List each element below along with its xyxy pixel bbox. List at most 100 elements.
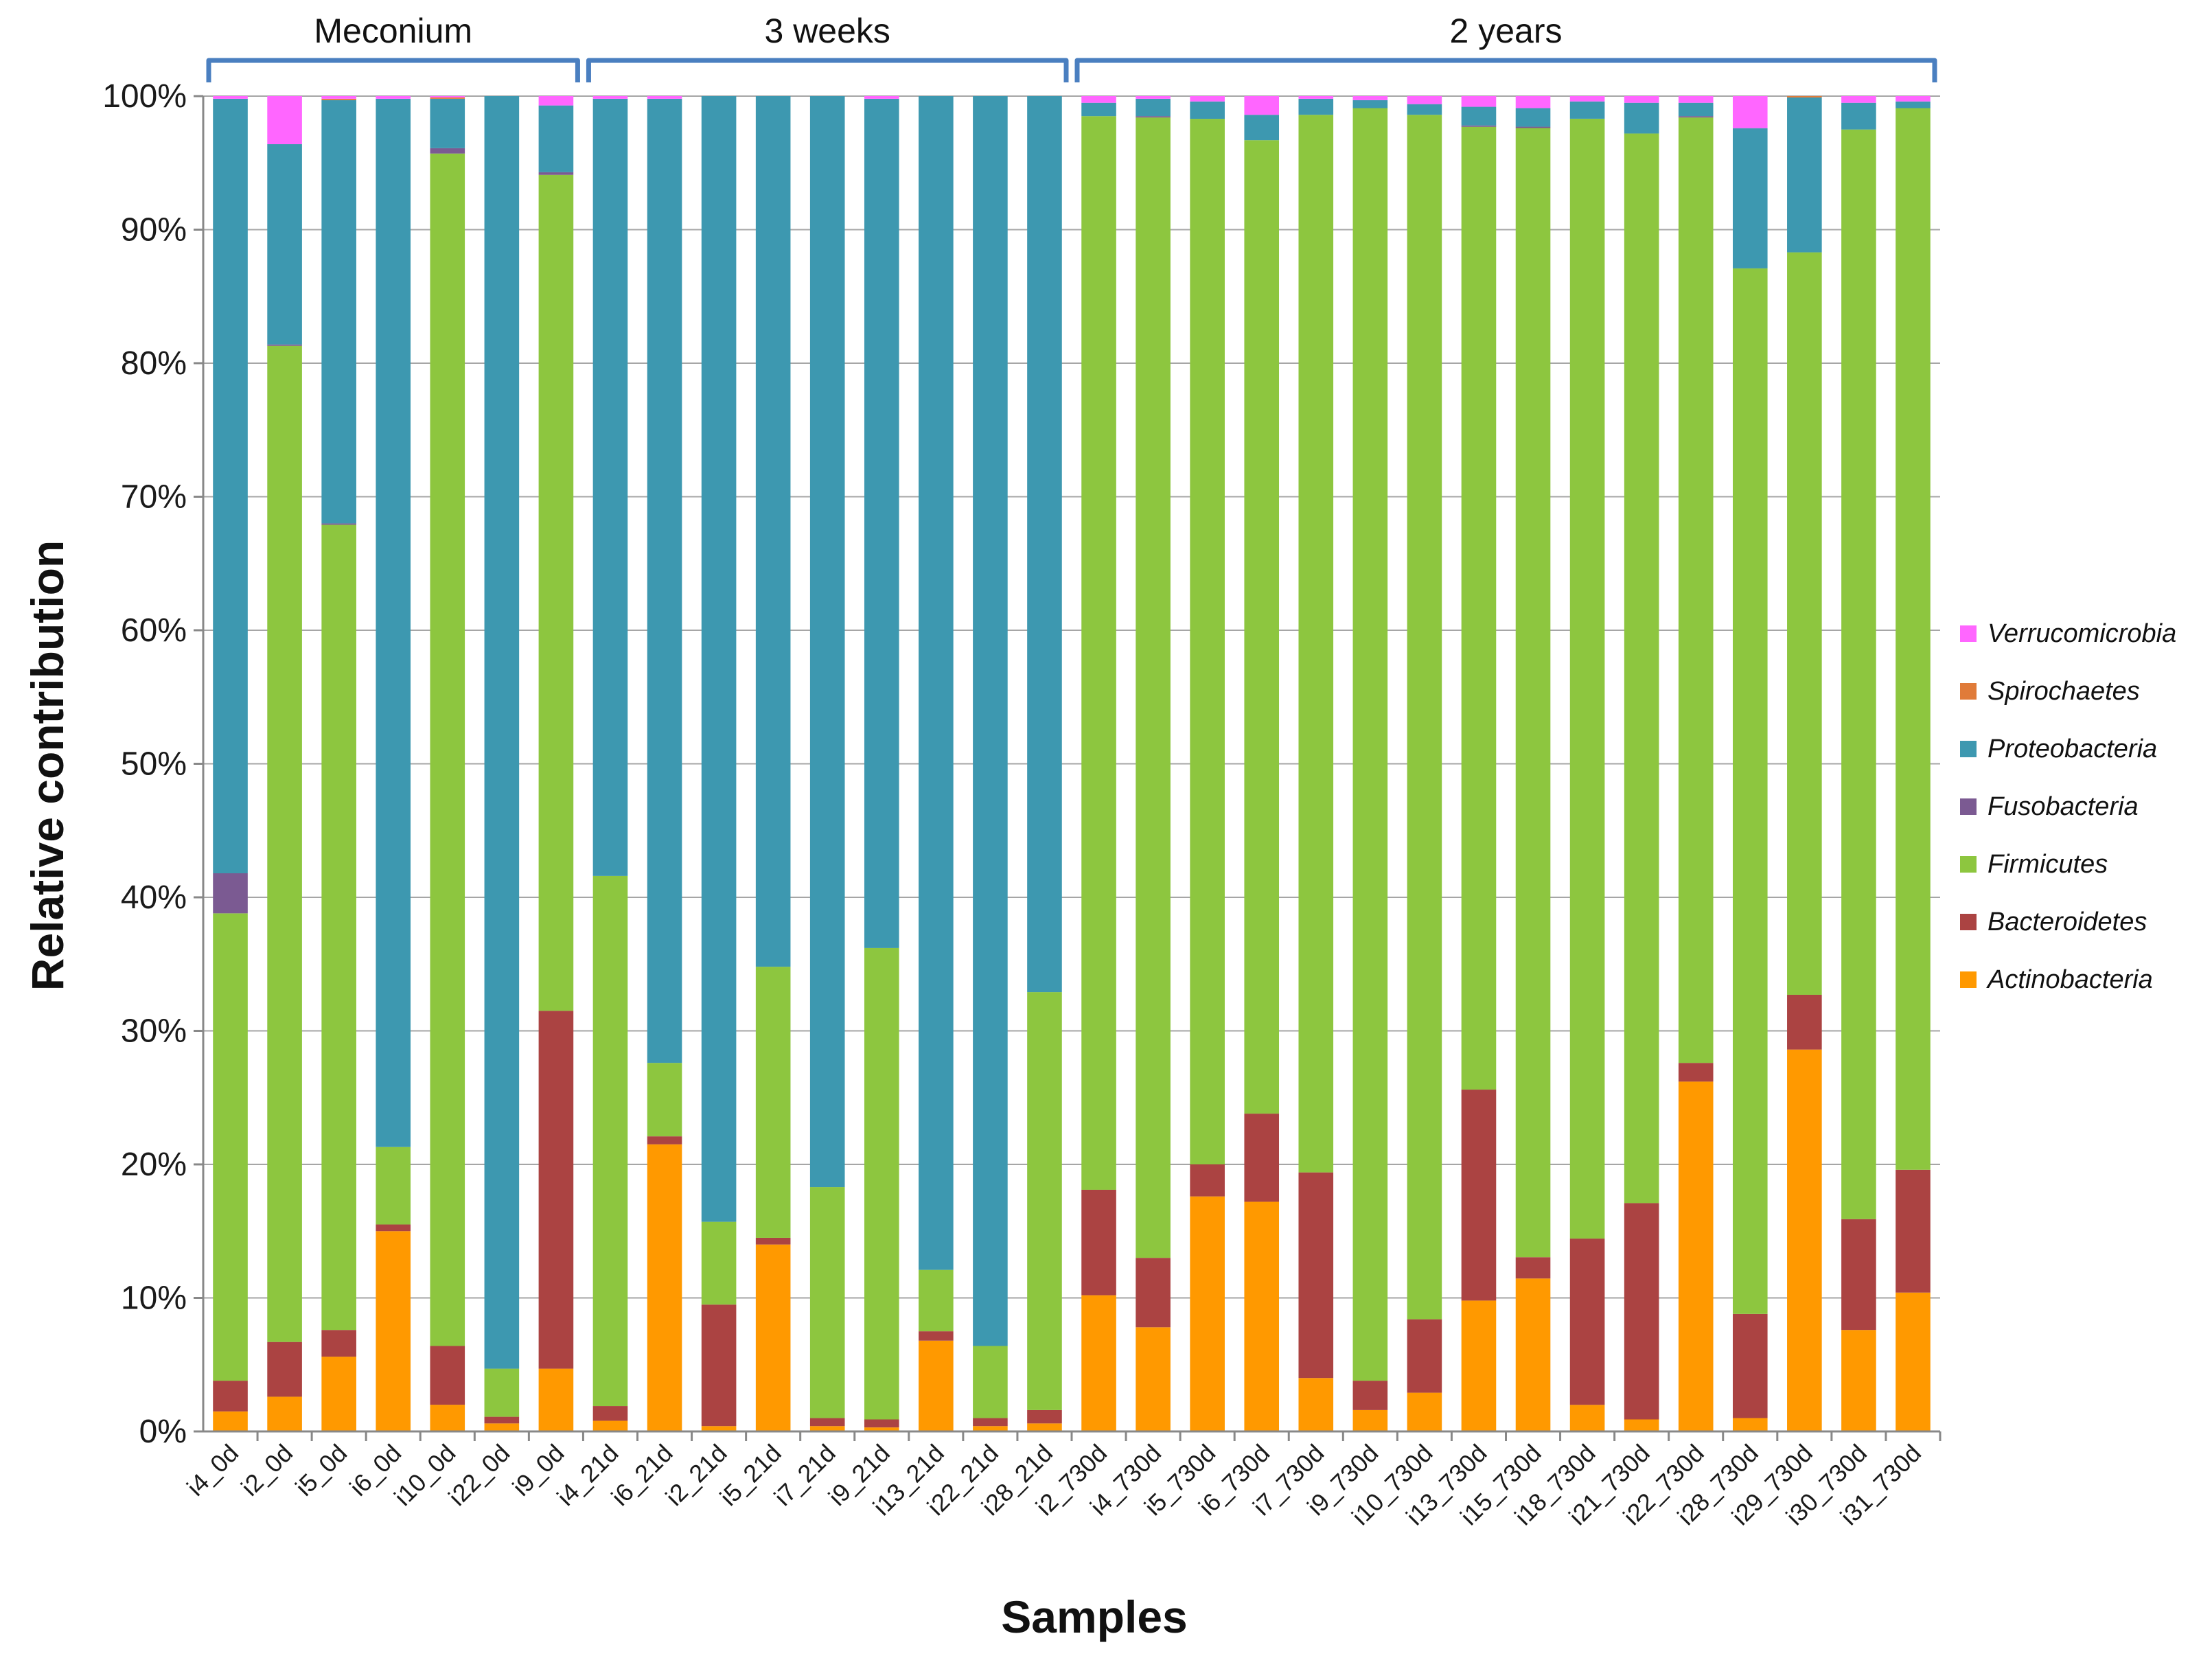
bar-segment-proteobacteria xyxy=(1027,96,1062,993)
bar-segment-bacteroidetes xyxy=(592,1406,628,1421)
y-tick-label: 60% xyxy=(121,612,187,649)
bar-segment-firmicutes xyxy=(1136,117,1171,1258)
bar-segment-firmicutes xyxy=(1081,116,1116,1190)
group-label-3-weeks: 3 weeks xyxy=(765,12,890,50)
bar-segment-proteobacteria xyxy=(1787,97,1822,253)
legend-swatch-proteobacteria xyxy=(1960,741,1977,757)
bar-segment-spirochaetes xyxy=(321,98,356,100)
bar-segment-verrucomicrobia xyxy=(1896,96,1931,102)
bar-stack-i5-730d xyxy=(1190,96,1225,1431)
y-tick-label: 10% xyxy=(121,1280,187,1317)
bar-segment-proteobacteria xyxy=(213,98,248,873)
bar-segment-verrucomicrobia xyxy=(267,96,302,145)
bar-segment-firmicutes xyxy=(973,1346,1008,1418)
bar-segment-fusobacteria xyxy=(430,148,465,154)
bar-segment-bacteroidetes xyxy=(1081,1189,1116,1296)
bar-segment-spirochaetes xyxy=(1787,96,1822,97)
bar-segment-spirochaetes xyxy=(430,97,465,99)
group-label-2-years: 2 years xyxy=(1450,12,1563,50)
bar-segment-proteobacteria xyxy=(1136,98,1171,117)
bar-segment-firmicutes xyxy=(1027,992,1062,1410)
bar-segment-verrucomicrobia xyxy=(592,96,628,99)
bar-segment-proteobacteria xyxy=(1515,108,1551,127)
x-tick-label: i5_21d xyxy=(714,1439,786,1511)
legend-label-fusobacteria: Fusobacteria xyxy=(1988,792,2139,821)
bar-stack-i9-730d xyxy=(1352,96,1388,1431)
bar-segment-fusobacteria xyxy=(1515,126,1551,128)
bar-stack-i10-730d xyxy=(1407,96,1442,1431)
bar-segment-actinobacteria xyxy=(1407,1392,1442,1431)
bar-stack-i9-21d xyxy=(864,96,899,1431)
bar-segment-proteobacteria xyxy=(430,98,465,148)
bar-segment-firmicutes xyxy=(1352,108,1388,1381)
legend-swatch-actinobacteria xyxy=(1960,971,1977,988)
bar-stack-i6-0d xyxy=(376,96,411,1431)
bar-segment-proteobacteria xyxy=(376,98,411,1147)
bar-segment-verrucomicrobia xyxy=(1461,96,1497,107)
bar-stack-i13-21d xyxy=(919,96,954,1431)
bar-segment-firmicutes xyxy=(1624,133,1659,1204)
bar-segment-actinobacteria xyxy=(919,1340,954,1431)
x-tick-label: i4_0d xyxy=(181,1439,244,1501)
bar-stack-i31-730d xyxy=(1896,96,1931,1431)
y-tick-label: 50% xyxy=(121,746,187,783)
bar-segment-verrucomicrobia xyxy=(321,96,356,99)
legend-swatch-fusobacteria xyxy=(1960,798,1977,815)
bar-segment-firmicutes xyxy=(1190,119,1225,1165)
bar-segment-proteobacteria xyxy=(1352,100,1388,108)
bar-segment-actinobacteria xyxy=(1896,1292,1931,1431)
legend-swatch-verrucomicrobia xyxy=(1960,625,1977,642)
bar-stack-i4-21d xyxy=(592,96,628,1431)
bar-segment-bacteroidetes xyxy=(1461,1090,1497,1301)
bar-segment-actinobacteria xyxy=(1841,1330,1876,1431)
y-axis-title: Relative contribution xyxy=(22,540,73,991)
x-tick-label: i5_0d xyxy=(290,1439,352,1501)
bar-stack-i2-21d xyxy=(701,96,737,1431)
bar-segment-verrucomicrobia xyxy=(1732,96,1768,128)
bar-segment-verrucomicrobia xyxy=(1407,96,1442,104)
bar-segment-firmicutes xyxy=(1787,252,1822,995)
bar-segment-bacteroidetes xyxy=(1678,1063,1714,1082)
bar-segment-verrucomicrobia xyxy=(1352,96,1388,100)
bar-segment-actinobacteria xyxy=(864,1427,899,1431)
y-tick-label: 70% xyxy=(121,479,187,516)
bar-segment-firmicutes xyxy=(701,1221,737,1305)
bar-segment-actinobacteria xyxy=(1136,1327,1171,1431)
y-tick-label: 30% xyxy=(121,1013,187,1050)
bar-segment-bacteroidetes xyxy=(484,1416,520,1424)
bar-segment-actinobacteria xyxy=(1787,1049,1822,1431)
bar-segment-proteobacteria xyxy=(809,96,845,1188)
bar-segment-bacteroidetes xyxy=(376,1224,411,1232)
bar-segment-bacteroidetes xyxy=(919,1331,954,1341)
bar-segment-firmicutes xyxy=(213,913,248,1381)
bar-segment-proteobacteria xyxy=(538,105,574,172)
bar-segment-verrucomicrobia xyxy=(376,96,411,99)
bar-segment-actinobacteria xyxy=(701,1426,737,1431)
y-tick-label: 20% xyxy=(121,1147,187,1183)
bar-segment-proteobacteria xyxy=(755,96,791,967)
bar-segment-verrucomicrobia xyxy=(1624,96,1659,103)
legend-swatch-spirochaetes xyxy=(1960,683,1977,700)
bar-stack-i30-730d xyxy=(1841,96,1876,1431)
bar-segment-bacteroidetes xyxy=(1896,1169,1931,1293)
bar-segment-verrucomicrobia xyxy=(430,96,465,97)
group-label-meconium: Meconium xyxy=(314,12,472,50)
bar-segment-firmicutes xyxy=(1896,108,1931,1170)
bar-segment-proteobacteria xyxy=(267,144,302,345)
bars xyxy=(213,96,1931,1431)
bar-segment-bacteroidetes xyxy=(430,1346,465,1405)
bar-segment-actinobacteria xyxy=(1244,1201,1280,1431)
bar-segment-actinobacteria xyxy=(1027,1423,1062,1431)
bar-segment-bacteroidetes xyxy=(1787,994,1822,1050)
y-tick-label: 100% xyxy=(102,78,187,115)
bar-segment-firmicutes xyxy=(1569,118,1605,1239)
bar-segment-proteobacteria xyxy=(973,96,1008,1346)
bar-segment-verrucomicrobia xyxy=(864,96,899,99)
bar-segment-actinobacteria xyxy=(538,1368,574,1431)
bar-segment-fusobacteria xyxy=(1136,116,1171,118)
bar-segment-bacteroidetes xyxy=(538,1011,574,1369)
bar-segment-bacteroidetes xyxy=(213,1381,248,1412)
x-tick-label: i4_21d xyxy=(551,1439,623,1511)
bar-segment-bacteroidetes xyxy=(864,1419,899,1428)
